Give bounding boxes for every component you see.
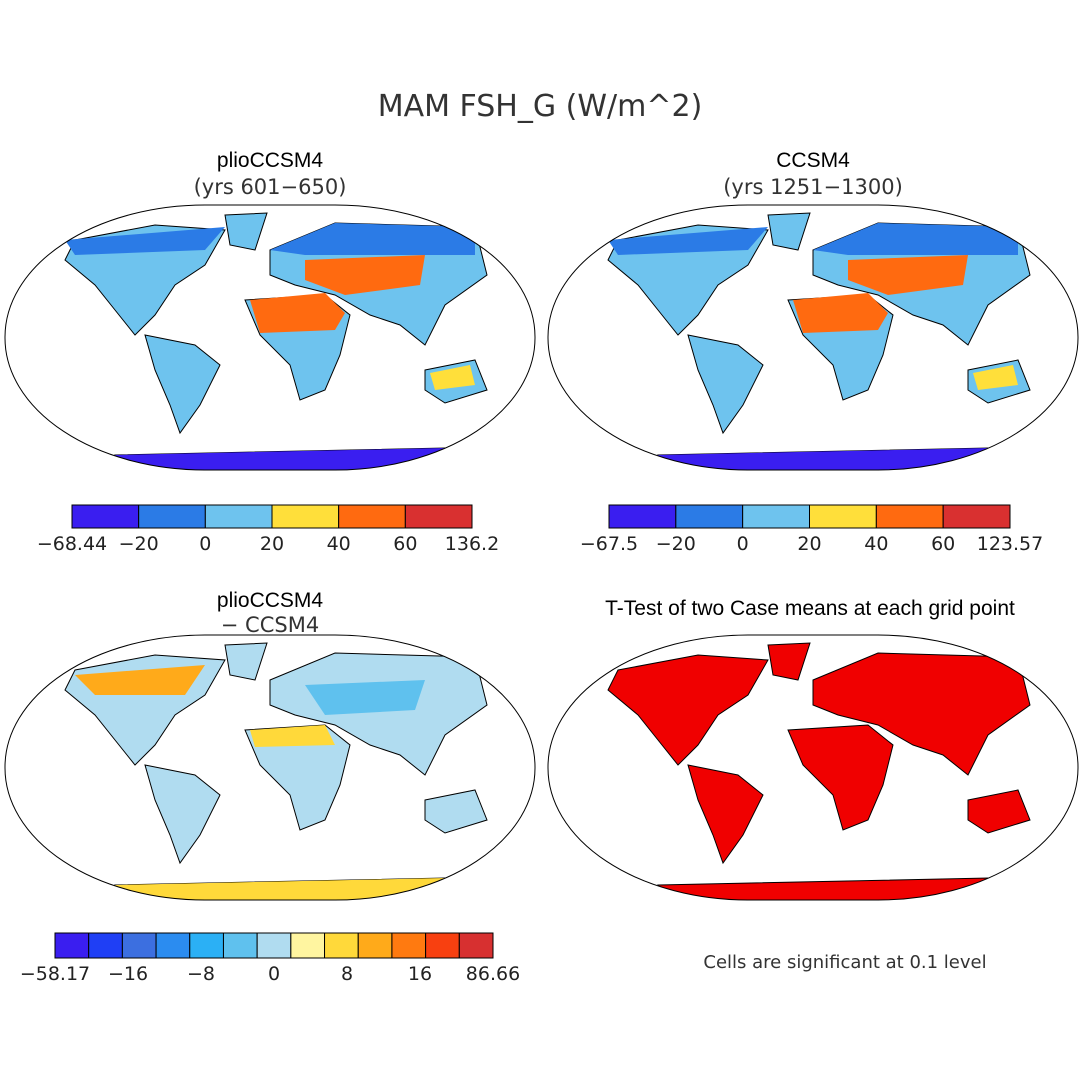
colorbar-swatch	[404, 504, 473, 529]
colorbar-label: 8	[341, 963, 353, 985]
colorbar-swatch	[138, 504, 206, 529]
panel-title: CCSM4	[776, 149, 850, 172]
colorbar-swatch	[71, 504, 140, 529]
colorbar-swatch	[608, 504, 677, 529]
colorbar-label: 86.66	[466, 963, 520, 985]
colorbar-label: −67.5	[580, 533, 638, 555]
colorbar-label: 0	[268, 963, 280, 985]
map	[547, 204, 1079, 471]
colorbar-label: −16	[108, 963, 148, 985]
colorbar-swatch	[391, 932, 427, 959]
colorbar-label: 0	[737, 533, 749, 555]
colorbar-swatch	[222, 932, 258, 959]
colorbar-swatch	[942, 504, 1011, 529]
colorbar-swatch	[675, 504, 744, 529]
colorbar-swatch	[121, 932, 157, 959]
colorbar-label: 0	[199, 533, 211, 555]
colorbar-swatch	[204, 504, 273, 529]
panel-title: plioCCSM4	[217, 589, 324, 612]
map	[4, 204, 536, 471]
panel-title: plioCCSM4	[217, 149, 324, 172]
colorbar-swatch	[357, 932, 393, 959]
colorbar-swatch	[155, 932, 191, 959]
colorbar-label: −58.17	[20, 963, 90, 985]
colorbar-swatch	[271, 504, 340, 529]
map	[547, 634, 1079, 901]
colorbar-label: 40	[864, 533, 888, 555]
panel-subtitle: − CCSM4	[221, 613, 319, 637]
colorbar-swatch	[256, 932, 292, 959]
note: Cells are significant at 0.1 level	[703, 952, 986, 973]
map	[4, 634, 536, 901]
colorbar-swatch	[742, 504, 811, 529]
colorbar-swatch	[324, 932, 359, 959]
panel-subtitle: (yrs 601−650)	[194, 175, 347, 199]
colorbar-label: 60	[393, 533, 417, 555]
colorbar-label: 20	[260, 533, 284, 555]
colorbar-label: 20	[797, 533, 821, 555]
panel-title: T-Test of two Case means at each grid po…	[605, 597, 1015, 620]
colorbar-label: 123.57	[977, 533, 1043, 555]
figure-title: MAM FSH_G (W/m^2)	[378, 89, 703, 124]
colorbar-label: −68.44	[37, 533, 107, 555]
colorbar-label: −20	[119, 533, 159, 555]
colorbar-swatch	[875, 504, 944, 529]
colorbar-label: 40	[327, 533, 351, 555]
colorbar-swatch	[88, 932, 123, 959]
colorbar-swatch	[809, 504, 877, 529]
colorbar-swatch	[458, 932, 494, 959]
colorbar-swatch	[290, 932, 326, 959]
colorbar-label: −8	[187, 963, 215, 985]
colorbar-label: 16	[408, 963, 432, 985]
colorbar-swatch	[425, 932, 460, 959]
colorbar-label: −20	[656, 533, 696, 555]
colorbar-swatch	[338, 504, 406, 529]
colorbar-label: 60	[931, 533, 955, 555]
panel-subtitle: (yrs 1251−1300)	[723, 175, 903, 199]
colorbar-swatch	[54, 932, 90, 959]
colorbar-label: 136.2	[445, 533, 499, 555]
colorbar-swatch	[189, 932, 224, 959]
